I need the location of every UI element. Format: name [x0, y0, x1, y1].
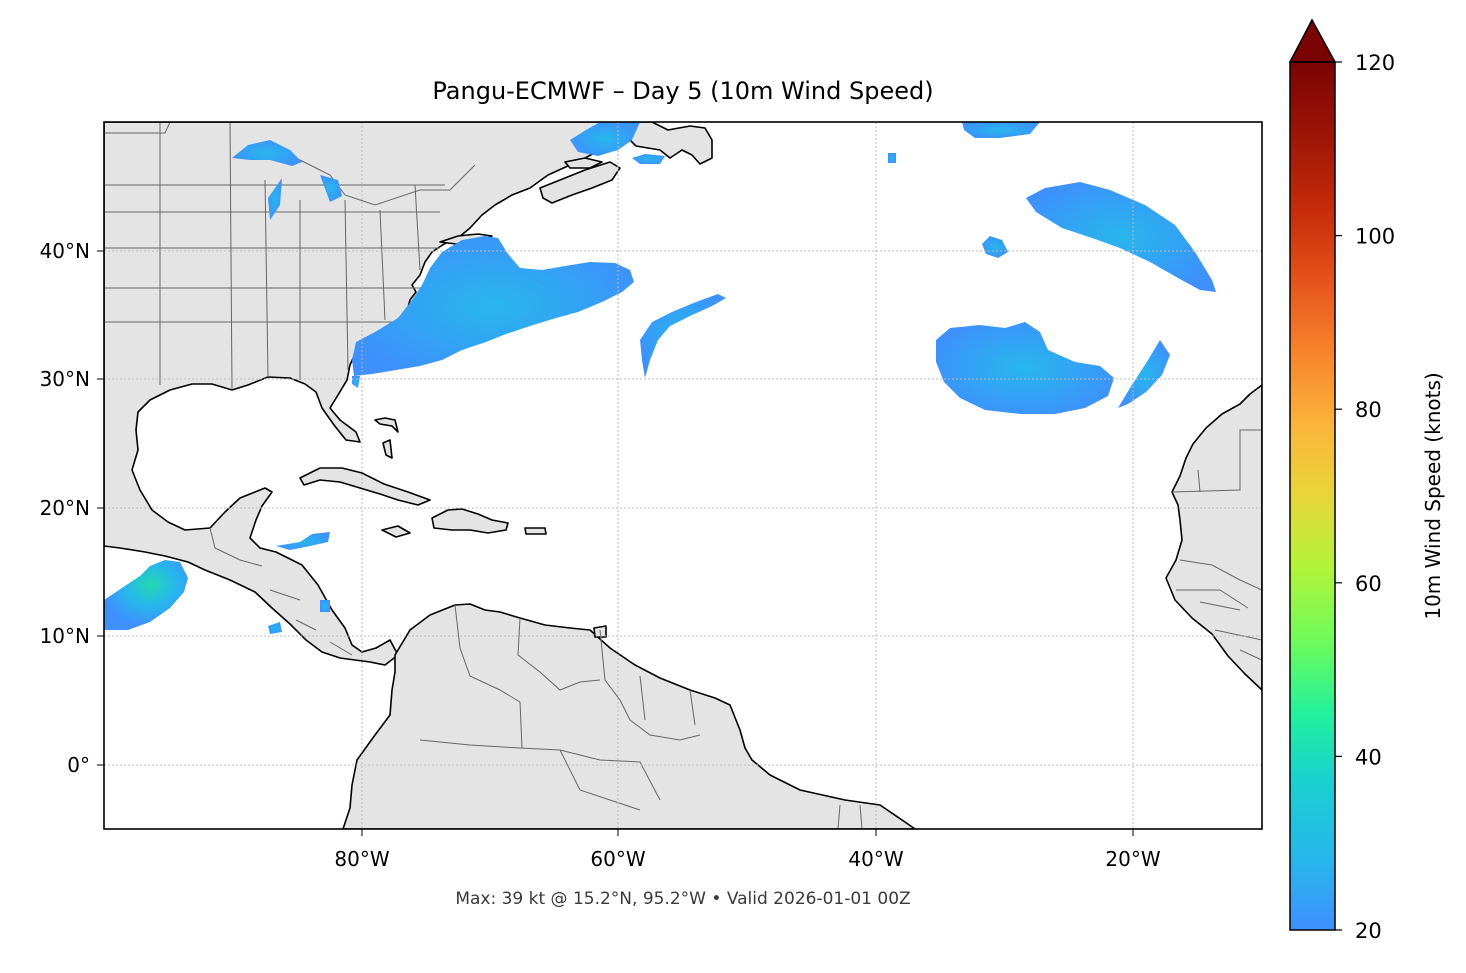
cuba-island: [299, 467, 431, 506]
y-axis-ticks: 0° 10°N 20°N 30°N 40°N: [40, 239, 104, 777]
gridlines: [104, 122, 1262, 829]
colorbar-frame: [1289, 61, 1336, 931]
colorbar-ticks: 20 40 60 80 100 120: [1335, 51, 1395, 943]
colorbar-gradient: [1290, 62, 1335, 930]
pei-island: [564, 157, 603, 169]
africa-land: [1165, 384, 1262, 691]
wind-area-lake-michigan: [268, 178, 282, 220]
wind-area-north-central: [962, 122, 1040, 138]
colorbar-tick-label: 60: [1355, 572, 1382, 596]
jamaica-island: [381, 525, 411, 538]
map-frame: [103, 121, 1263, 830]
y-tick-label: 0°: [67, 753, 90, 777]
wind-speed-field: [104, 122, 1216, 634]
wind-area-small-1: [888, 153, 896, 163]
puerto-rico-island: [524, 527, 547, 535]
colorbar-tick-label: 120: [1355, 51, 1395, 75]
wind-area-caribbean-speck: [320, 600, 330, 612]
south-america-borders: [419, 604, 863, 829]
colorbar-tick-label: 100: [1355, 225, 1395, 249]
wind-area-small-east: [982, 236, 1008, 258]
central-america-borders: [209, 527, 353, 656]
y-tick-label: 20°N: [40, 496, 90, 520]
wind-area-honduras-speck: [268, 622, 282, 634]
colorbar-tick-label: 80: [1355, 398, 1382, 422]
wind-area-central-atlantic: [936, 322, 1114, 414]
wind-area-west-atlantic-band: [640, 294, 726, 378]
colorbar-tick-label: 40: [1355, 745, 1382, 769]
x-axis-ticks: 80°W 60°W 40°W 20°W: [334, 829, 1161, 871]
y-tick-label: 30°N: [40, 367, 90, 391]
y-tick-label: 40°N: [40, 239, 90, 263]
wind-area-azores-band: [1026, 182, 1216, 292]
canada-borders: [104, 122, 476, 206]
wind-area-us-east-coast: [352, 236, 634, 376]
newfoundland-island: [627, 122, 713, 165]
colorbar-extend-arrow: [1288, 18, 1337, 63]
wind-area-great-lakes: [232, 140, 302, 166]
north-america-land: [104, 122, 641, 666]
wind-area-newfoundland-east: [632, 154, 665, 164]
wind-area-tehuantepec: [104, 560, 188, 630]
map-title: Pangu-ECMWF – Day 5 (10m Wind Speed): [432, 77, 933, 105]
wind-area-lake-erie: [320, 175, 342, 202]
wind-area-caribbean-west: [276, 532, 330, 550]
land-masses: [104, 122, 1262, 829]
x-tick-label: 20°W: [1105, 847, 1160, 871]
colorbar-label: 10m Wind Speed (knots): [1421, 372, 1445, 619]
colorbar: 20 40 60 80 100 120 10m Wind Speed (knots): [1288, 18, 1445, 943]
x-tick-label: 40°W: [848, 847, 903, 871]
bahamas-island-2: [382, 439, 393, 459]
hispaniola-island: [431, 508, 509, 534]
nova-scotia-land: [539, 161, 621, 204]
colorbar-tick-label: 20: [1355, 919, 1382, 943]
y-tick-label: 10°N: [40, 624, 90, 648]
bahamas-island: [374, 417, 399, 433]
wind-area-east-atlantic-band: [1118, 340, 1170, 408]
wind-area-gulf-st-lawrence: [570, 122, 640, 156]
max-wind-footer: Max: 39 kt @ 15.2°N, 95.2°W • Valid 2026…: [455, 889, 910, 909]
africa-borders: [1171, 429, 1262, 661]
x-tick-label: 80°W: [334, 847, 389, 871]
south-america-land: [342, 603, 916, 829]
x-tick-label: 60°W: [590, 847, 645, 871]
map-panel: [104, 122, 1262, 829]
